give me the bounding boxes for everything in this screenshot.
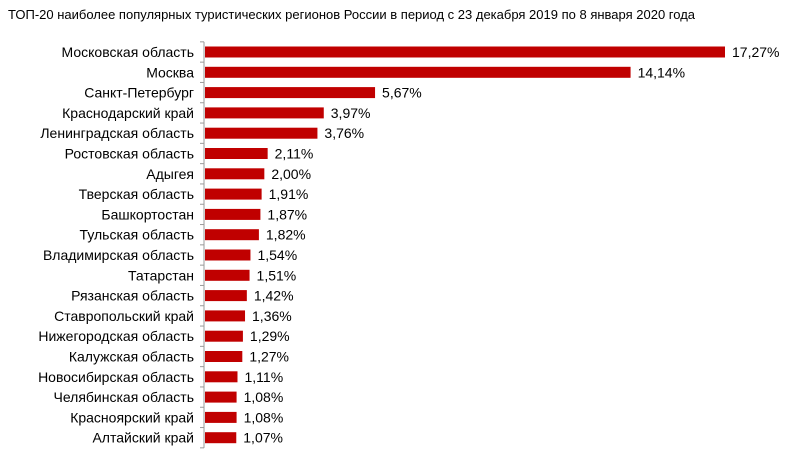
value-label: 1,51% xyxy=(257,267,297,283)
bar xyxy=(205,269,250,281)
category-label: Башкортостан xyxy=(101,206,194,222)
value-label: 3,97% xyxy=(331,105,371,121)
category-label: Челябинская область xyxy=(54,389,195,405)
bar xyxy=(205,290,247,302)
value-label: 1,29% xyxy=(250,328,290,344)
value-label: 1,42% xyxy=(254,288,294,304)
bar xyxy=(205,208,261,220)
bar xyxy=(205,148,268,159)
value-label: 1,54% xyxy=(257,247,297,263)
category-label: Рязанская область xyxy=(71,288,194,304)
category-label: Алтайский край xyxy=(92,430,194,446)
bar xyxy=(205,249,251,261)
bar xyxy=(205,432,237,444)
value-label: 5,67% xyxy=(382,85,422,101)
category-label: Московская область xyxy=(62,44,194,60)
chart-title: ТОП-20 наиболее популярных туристических… xyxy=(8,7,696,22)
category-label: Ставропольский край xyxy=(54,308,194,324)
category-label: Адыгея xyxy=(146,166,194,182)
category-label: Тульская область xyxy=(80,227,194,243)
value-label: 3,76% xyxy=(324,125,364,141)
bar xyxy=(205,411,237,423)
category-label: Санкт-Петербург xyxy=(84,85,194,101)
category-label: Нижегородская область xyxy=(38,328,194,344)
value-label: 14,14% xyxy=(638,64,685,80)
category-label: Ленинградская область xyxy=(40,125,194,141)
category-label: Ростовская область xyxy=(65,146,194,162)
value-label: 1,82% xyxy=(266,227,306,243)
bar xyxy=(205,188,262,200)
category-label: Краснодарский край xyxy=(62,105,194,121)
value-label: 1,08% xyxy=(244,409,284,425)
category-label: Красноярский край xyxy=(70,409,194,425)
bar xyxy=(205,168,265,180)
value-label: 1,91% xyxy=(269,186,309,202)
value-label: 1,27% xyxy=(249,349,289,365)
bar xyxy=(205,229,259,241)
value-labels: 17,27% 14,14% 5,67% 3,97% 3,76% 2,11% 2,00% 1,9… xyxy=(243,44,779,446)
bar xyxy=(205,107,324,119)
bar xyxy=(205,330,243,342)
bar xyxy=(205,87,376,99)
bar xyxy=(205,371,238,383)
value-label: 2,00% xyxy=(271,166,311,182)
bar xyxy=(205,46,725,58)
value-label: 1,07% xyxy=(243,430,283,446)
category-label: Татарстан xyxy=(128,267,194,283)
category-label: Владимирская область xyxy=(43,247,194,263)
bar xyxy=(205,351,243,362)
category-label: Москва xyxy=(146,64,194,80)
value-label: 1,08% xyxy=(244,389,284,405)
category-label: Тверская область xyxy=(79,186,194,202)
value-label: 1,87% xyxy=(267,206,307,222)
value-label: 1,11% xyxy=(244,369,283,385)
bar-series xyxy=(205,46,725,444)
y-axis-ticks xyxy=(200,41,204,449)
value-label: 2,11% xyxy=(275,146,314,162)
value-label: 17,27% xyxy=(732,44,779,60)
bar xyxy=(205,66,631,78)
value-label: 1,36% xyxy=(252,308,292,324)
bar xyxy=(205,310,246,322)
category-label: Калужская область xyxy=(69,349,194,365)
bar xyxy=(205,127,318,139)
category-labels: Московская область Москва Санкт-Петербург К… xyxy=(38,44,194,446)
category-label: Новосибирская область xyxy=(38,369,194,385)
bar xyxy=(205,391,237,403)
